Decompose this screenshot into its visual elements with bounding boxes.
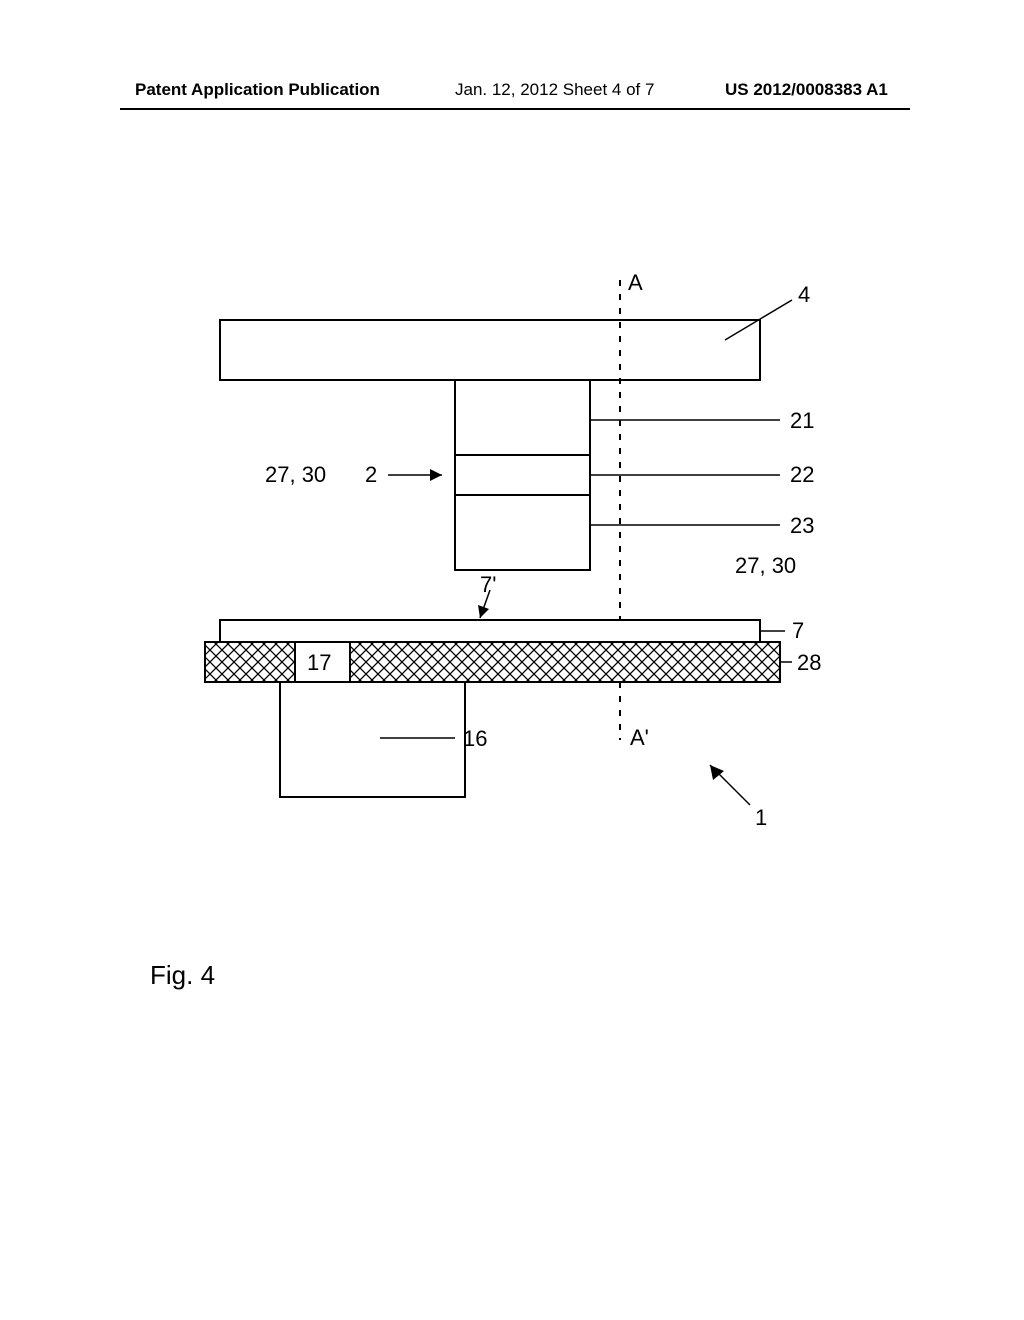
label-27-30-right: 27, 30 xyxy=(735,553,796,579)
label-28: 28 xyxy=(797,650,821,676)
label-A: A xyxy=(628,270,643,296)
header-right: US 2012/0008383 A1 xyxy=(725,80,888,100)
label-7: 7 xyxy=(792,618,804,644)
label-22: 22 xyxy=(790,462,814,488)
label-4: 4 xyxy=(798,282,810,308)
figure-caption: Fig. 4 xyxy=(150,960,215,991)
label-27-30-left: 27, 30 xyxy=(265,462,326,488)
header-left: Patent Application Publication xyxy=(135,80,380,100)
header-center: Jan. 12, 2012 Sheet 4 of 7 xyxy=(455,80,654,100)
page: Patent Application Publication Jan. 12, … xyxy=(0,0,1024,1320)
label-21: 21 xyxy=(790,408,814,434)
header-rule xyxy=(120,108,910,110)
label-16: 16 xyxy=(463,726,487,752)
label-1: 1 xyxy=(755,805,767,831)
page-header: Patent Application Publication Jan. 12, … xyxy=(0,80,1024,110)
label-2: 2 xyxy=(365,462,377,488)
label-7prime: 7' xyxy=(480,572,496,598)
label-17: 17 xyxy=(307,650,331,676)
figure-diagram: A A' 4 21 22 23 27, 30 7 28 27, 30 2 7' … xyxy=(180,260,880,910)
label-23: 23 xyxy=(790,513,814,539)
label-A-prime: A' xyxy=(630,725,649,751)
